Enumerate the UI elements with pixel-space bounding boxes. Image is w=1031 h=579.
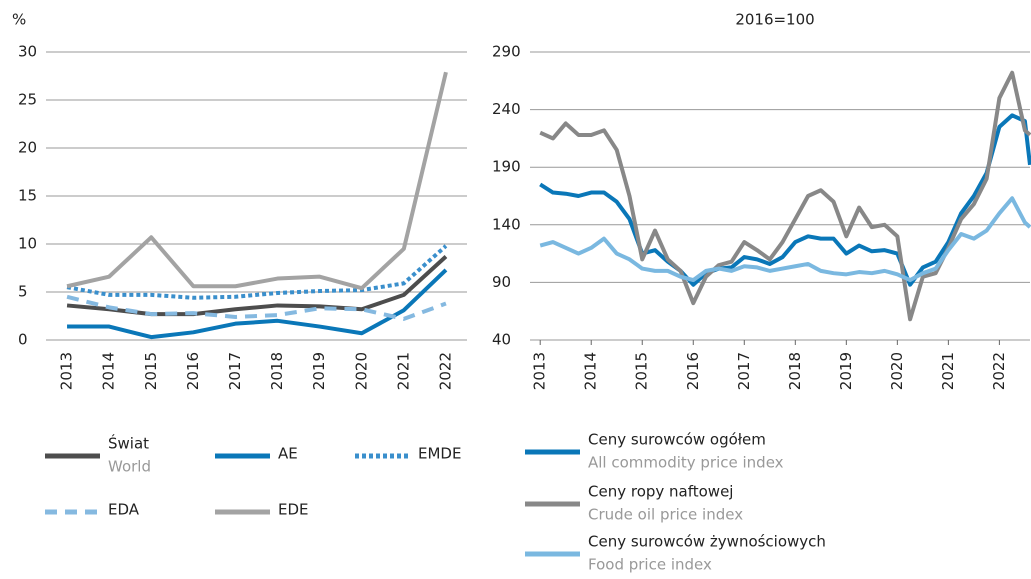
legend-label: Ceny surowców żywnościowych xyxy=(588,533,826,551)
x-tick-label: 2021 xyxy=(394,352,412,390)
legend-label: EDA xyxy=(108,501,140,519)
y-tick-label: 10 xyxy=(18,235,37,253)
x-tick-label: 2013 xyxy=(531,352,549,390)
legend-label: Ceny ropy naftowej xyxy=(588,483,733,501)
legend-label: AE xyxy=(278,445,298,463)
x-tick-label: 2014 xyxy=(100,352,118,390)
x-tick-label: 2022 xyxy=(436,352,454,390)
series-line xyxy=(67,268,448,340)
legend-label: EMDE xyxy=(418,445,461,463)
legend-label-en: Crude oil price index xyxy=(588,506,743,524)
y-tick-label: 190 xyxy=(492,158,521,176)
series-line xyxy=(539,196,1031,283)
x-tick-label: 2013 xyxy=(58,352,76,390)
y-tick-label: 25 xyxy=(18,91,37,109)
legend-label-en: Food price index xyxy=(588,556,712,574)
legend-label: Świat xyxy=(108,434,149,453)
x-tick-label: 2017 xyxy=(735,352,753,390)
legend-label-en: World xyxy=(108,458,151,476)
y-tick-label: 20 xyxy=(18,139,37,157)
x-tick-label: 2020 xyxy=(888,352,906,390)
y-tick-label: 30 xyxy=(18,43,37,61)
legend-label: Ceny surowców ogółem xyxy=(588,431,766,449)
series-line xyxy=(539,113,1031,287)
x-tick-label: 2014 xyxy=(582,352,600,390)
x-tick-label: 2015 xyxy=(142,352,160,390)
x-tick-label: 2022 xyxy=(990,352,1008,390)
x-tick-label: 2016 xyxy=(184,352,202,390)
x-tick-label: 2015 xyxy=(633,352,651,390)
legend-label-en: All commodity price index xyxy=(588,454,784,472)
y-tick-label: 90 xyxy=(492,273,511,291)
x-tick-label: 2016 xyxy=(684,352,702,390)
y-tick-label: 40 xyxy=(492,331,511,349)
y-tick-label: 15 xyxy=(18,187,37,205)
x-tick-label: 2019 xyxy=(837,352,855,390)
series-line xyxy=(66,71,448,291)
legend-label: EDE xyxy=(278,501,309,519)
y-tick-label: 0 xyxy=(18,331,28,349)
x-tick-label: 2018 xyxy=(268,352,286,390)
y-tick-label: 5 xyxy=(18,283,28,301)
y-tick-label: 140 xyxy=(492,215,521,233)
y-unit: % xyxy=(12,11,26,29)
series-line xyxy=(539,70,1031,322)
series-line xyxy=(66,244,448,300)
x-tick-label: 2021 xyxy=(939,352,957,390)
x-tick-label: 2020 xyxy=(352,352,370,390)
x-tick-label: 2018 xyxy=(786,352,804,390)
x-tick-label: 2019 xyxy=(310,352,328,390)
y-tick-label: 240 xyxy=(492,100,521,118)
y-tick-label: 290 xyxy=(492,43,521,61)
subtitle: 2016=100 xyxy=(735,11,814,29)
x-tick-label: 2017 xyxy=(226,352,244,390)
series-line xyxy=(66,294,447,321)
